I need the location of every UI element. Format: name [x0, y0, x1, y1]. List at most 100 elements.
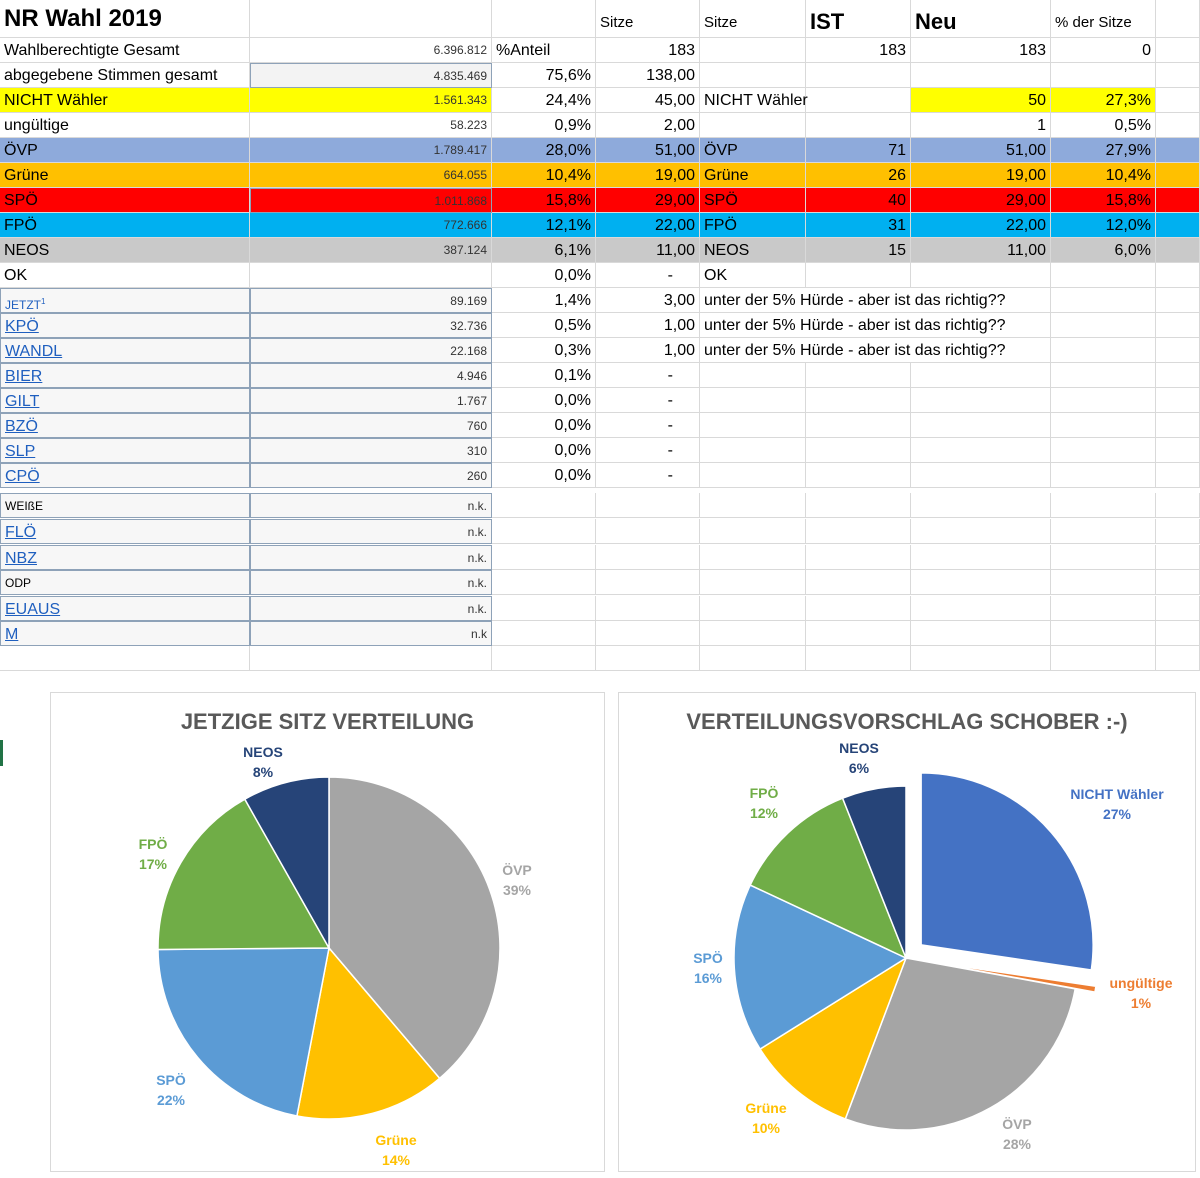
cell-empty[interactable]: [911, 621, 1051, 646]
cell-empty[interactable]: [806, 313, 911, 338]
cell-empty[interactable]: [1156, 463, 1200, 488]
pct-nicht-waehler[interactable]: 24,4%: [492, 88, 596, 113]
cell-empty[interactable]: [911, 463, 1051, 488]
party-pct[interactable]: 15,8%: [492, 188, 596, 213]
cell-empty[interactable]: [700, 545, 806, 570]
party-ist[interactable]: 40: [806, 188, 911, 213]
cell-empty[interactable]: [911, 338, 1051, 363]
nk-party-votes[interactable]: n.k.: [250, 493, 492, 518]
cell-empty[interactable]: [492, 596, 596, 621]
party-link[interactable]: NBZ: [5, 550, 37, 567]
cell-empty[interactable]: [1156, 596, 1200, 621]
cell-empty[interactable]: [911, 363, 1051, 388]
nk-party-votes[interactable]: n.k.: [250, 596, 492, 621]
sitze-jetzt[interactable]: 3,00: [596, 288, 700, 313]
cell-empty[interactable]: [596, 519, 700, 544]
pie-slice-neos[interactable]: [243, 776, 330, 951]
cell-empty[interactable]: [806, 493, 911, 518]
cell-empty[interactable]: [492, 570, 596, 595]
small-party-sitze[interactable]: -: [596, 463, 700, 488]
party-votes[interactable]: 1.789.417: [250, 138, 492, 163]
cell-empty[interactable]: [1051, 338, 1156, 363]
name-ok[interactable]: OK: [700, 263, 806, 288]
cell-empty[interactable]: [911, 388, 1051, 413]
cell-empty[interactable]: [596, 570, 700, 595]
party-sitze[interactable]: 29,00: [596, 188, 700, 213]
small-party-sitze[interactable]: 1,00: [596, 313, 700, 338]
party-pct[interactable]: 10,4%: [492, 163, 596, 188]
cell-empty[interactable]: [1156, 238, 1200, 263]
party-name[interactable]: ÖVP: [700, 138, 806, 163]
cell-empty[interactable]: [1156, 338, 1200, 363]
party-ist[interactable]: 26: [806, 163, 911, 188]
cell-empty[interactable]: [1051, 596, 1156, 621]
party-label[interactable]: NEOS: [0, 238, 250, 263]
cell-empty[interactable]: [700, 646, 806, 671]
small-party-link[interactable]: BIER: [0, 363, 250, 388]
neu-ungueltige[interactable]: 1: [911, 113, 1051, 138]
nk-party-votes[interactable]: n.k.: [250, 519, 492, 544]
party-neu[interactable]: 51,00: [911, 138, 1051, 163]
ist-total[interactable]: 183: [806, 38, 911, 63]
small-party-votes[interactable]: 32.736: [250, 313, 492, 338]
cell-empty[interactable]: [1156, 113, 1200, 138]
nk-party-votes[interactable]: n.k.: [250, 570, 492, 595]
cell-empty[interactable]: [1156, 0, 1200, 38]
party-link[interactable]: FLÖ: [5, 524, 37, 541]
party-neu[interactable]: 19,00: [911, 163, 1051, 188]
cell-empty[interactable]: [1156, 163, 1200, 188]
pct-ungueltige[interactable]: 0,9%: [492, 113, 596, 138]
pie-slice-oevp[interactable]: [328, 776, 501, 1080]
cell-empty[interactable]: [806, 646, 911, 671]
header-ist[interactable]: IST: [806, 0, 911, 38]
party-pct[interactable]: 28,0%: [492, 138, 596, 163]
cell-empty[interactable]: [806, 596, 911, 621]
votes-nicht-waehler[interactable]: 1.561.343: [250, 88, 492, 113]
cell-empty[interactable]: [1156, 570, 1200, 595]
small-party-pct[interactable]: 0,0%: [492, 463, 596, 488]
nk-party-votes[interactable]: n.k.: [250, 545, 492, 570]
cell-empty[interactable]: [492, 493, 596, 518]
party-link[interactable]: M: [5, 626, 19, 643]
party-label[interactable]: FPÖ: [0, 213, 250, 238]
pie-slice-gruene[interactable]: [759, 956, 908, 1120]
nk-party-link[interactable]: NBZ: [0, 545, 250, 570]
nk-party-label[interactable]: WEIßE: [0, 493, 250, 518]
party-votes[interactable]: 664.055: [250, 163, 492, 188]
nk-party-label[interactable]: ODP: [0, 570, 250, 595]
cell-empty[interactable]: [1156, 493, 1200, 518]
cell-empty[interactable]: [250, 263, 492, 288]
note-jetzt[interactable]: unter der 5% Hürde - aber ist das richti…: [700, 288, 1005, 313]
party-link[interactable]: BZÖ: [5, 418, 38, 435]
sheet-title[interactable]: NR Wahl 2019: [0, 0, 250, 38]
cell-empty[interactable]: [700, 363, 806, 388]
party-name[interactable]: NEOS: [700, 238, 806, 263]
party-name[interactable]: SPÖ: [700, 188, 806, 213]
cell-empty[interactable]: [1051, 463, 1156, 488]
label-anteil[interactable]: %Anteil: [492, 38, 596, 63]
small-party-link[interactable]: CPÖ: [0, 463, 250, 488]
cell-empty[interactable]: [596, 646, 700, 671]
cell-empty[interactable]: [1156, 213, 1200, 238]
cell-empty[interactable]: [1156, 38, 1200, 63]
cell-empty[interactable]: [1156, 63, 1200, 88]
pie-slice-nicht-waehler[interactable]: [920, 772, 1094, 971]
cell-empty[interactable]: [596, 621, 700, 646]
party-link[interactable]: WANDL: [5, 343, 63, 360]
header-sitze[interactable]: Sitze: [596, 0, 700, 38]
small-party-sitze[interactable]: 1,00: [596, 338, 700, 363]
small-party-note[interactable]: unter der 5% Hürde - aber ist das richti…: [700, 313, 1005, 338]
pie-chart-proposal[interactable]: VERTEILUNGSVORSCHLAG SCHOBER :-) NICHT W…: [618, 692, 1196, 1172]
pct-abgegeben[interactable]: 75,6%: [492, 63, 596, 88]
party-sitze[interactable]: 22,00: [596, 213, 700, 238]
cell-empty[interactable]: [911, 288, 1051, 313]
cell-empty[interactable]: [700, 621, 806, 646]
cell-empty[interactable]: [1051, 519, 1156, 544]
cell-empty[interactable]: [806, 63, 911, 88]
votes-jetzt[interactable]: 89.169: [250, 288, 492, 313]
small-party-link[interactable]: KPÖ: [0, 313, 250, 338]
cell-empty[interactable]: [700, 413, 806, 438]
party-pct-sitze[interactable]: 12,0%: [1051, 213, 1156, 238]
small-party-sitze[interactable]: -: [596, 438, 700, 463]
nk-party-link[interactable]: FLÖ: [0, 519, 250, 544]
